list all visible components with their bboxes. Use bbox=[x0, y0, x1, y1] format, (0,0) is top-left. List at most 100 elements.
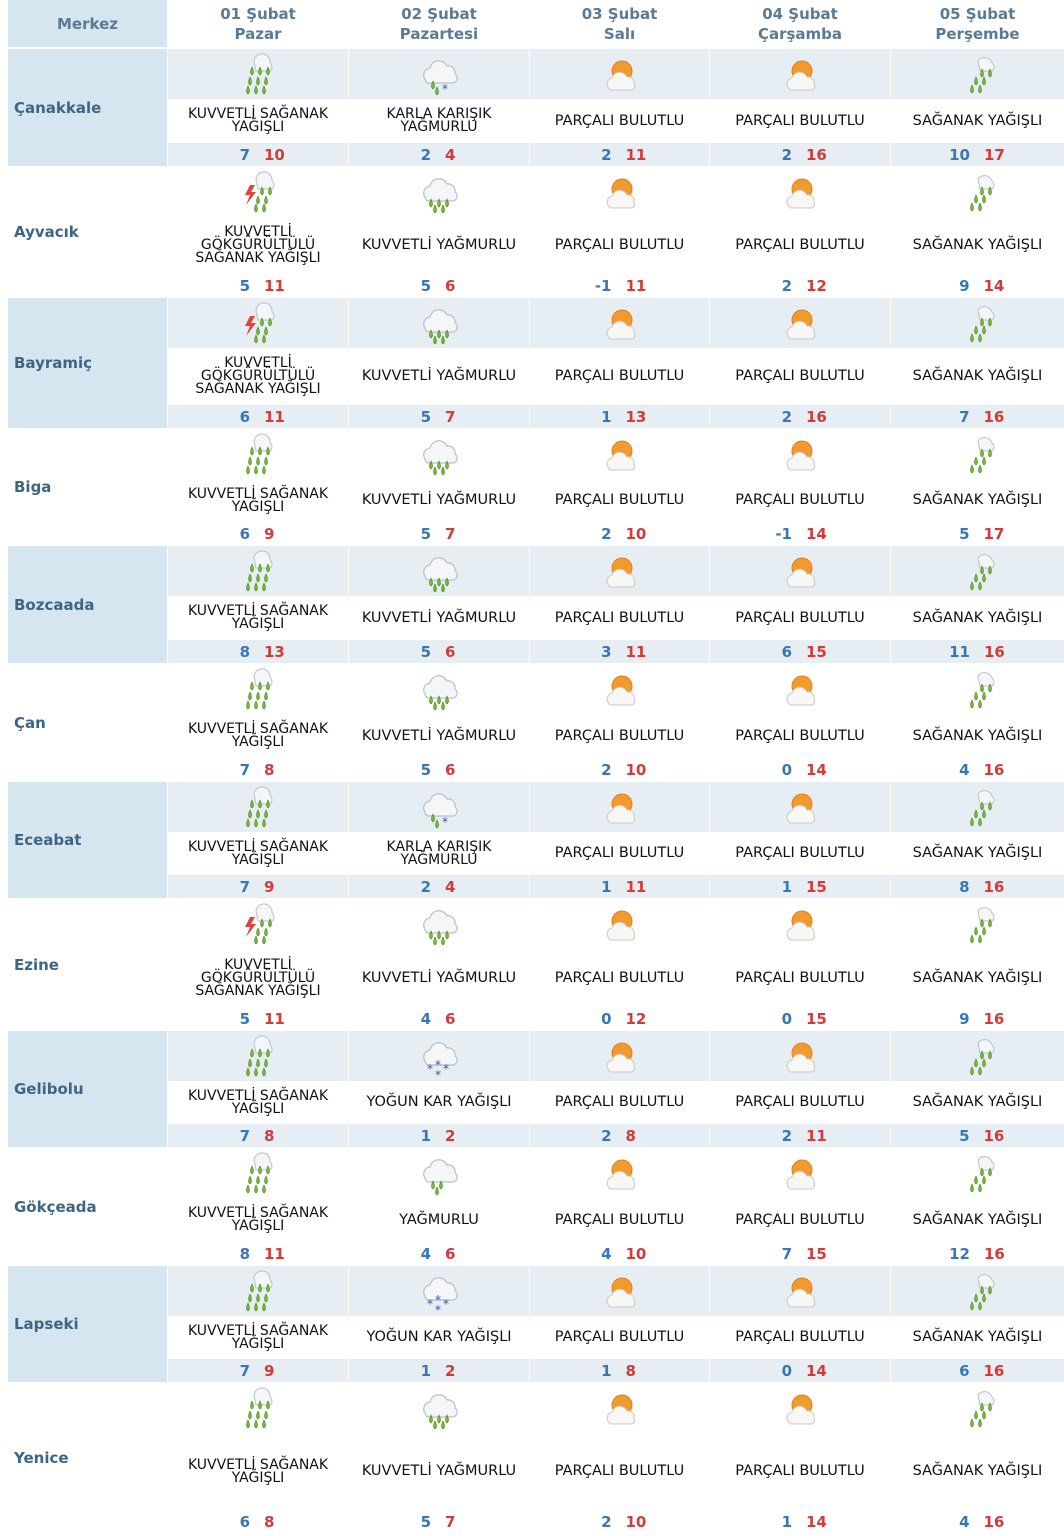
partly-cloudy-icon bbox=[598, 786, 642, 830]
description-strip: KUVVETLİ SAĞANAK YAĞIŞLI bbox=[168, 715, 348, 757]
temperature-strip: 5 11 bbox=[168, 1007, 348, 1030]
icon-strip bbox=[710, 1031, 890, 1081]
min-temperature: 2 bbox=[601, 1512, 612, 1531]
icon-strip bbox=[168, 429, 348, 479]
temperature-strip: 2 10 bbox=[530, 522, 709, 545]
city-name[interactable]: Ezine bbox=[14, 955, 59, 974]
temperature-strip: 2 10 bbox=[530, 1510, 709, 1533]
description-strip: SAĞANAK YAĞIŞLI bbox=[891, 218, 1064, 273]
city-name[interactable]: Gökçeada bbox=[14, 1197, 97, 1216]
icon-strip: * bbox=[349, 49, 529, 99]
icon-strip bbox=[168, 1031, 348, 1081]
description-strip: YOĞUN KAR YAĞIŞLI bbox=[349, 1082, 529, 1123]
forecast-cell: * * * * YOĞUN KAR YAĞIŞLI 1 2 bbox=[349, 1031, 529, 1147]
description-strip: KUVVETLİ YAĞMURLU bbox=[349, 218, 529, 273]
max-temperature: 7 bbox=[445, 1512, 456, 1531]
description-strip: KARLA KARIŞIK YAĞMURLU bbox=[349, 833, 529, 874]
temperature-strip: 3 11 bbox=[530, 640, 709, 663]
weather-description: PARÇALI BULUTLU bbox=[554, 609, 685, 626]
weather-description: KARLA KARIŞIK YAĞMURLU bbox=[386, 106, 492, 135]
min-temperature: 1 bbox=[420, 1126, 431, 1145]
city-name[interactable]: Bayramiç bbox=[8, 298, 167, 428]
max-temperature: 6 bbox=[445, 642, 456, 661]
forecast-cell: PARÇALI BULUTLU 2 11 bbox=[710, 1031, 890, 1147]
min-temperature: 5 bbox=[420, 407, 431, 426]
icon-strip bbox=[530, 664, 709, 714]
max-temperature: 7 bbox=[445, 524, 456, 543]
forecast-cell: PARÇALI BULUTLU 7 15 bbox=[710, 1148, 890, 1265]
temperature-strip: 5 17 bbox=[891, 522, 1064, 545]
description-strip: PARÇALI BULUTLU bbox=[530, 950, 709, 1006]
city-name[interactable]: Çanakkale bbox=[8, 49, 167, 166]
max-temperature: 6 bbox=[445, 760, 456, 779]
thunder-shower-icon bbox=[236, 903, 280, 947]
city-name[interactable]: Ayvacık bbox=[14, 223, 79, 241]
weather-description: SAĞANAK YAĞIŞLI bbox=[912, 845, 1043, 861]
city-name[interactable]: Lapseki bbox=[8, 1266, 167, 1382]
forecast-cell: PARÇALI BULUTLU 3 11 bbox=[530, 546, 709, 663]
description-strip: KUVVETLİ YAĞMURLU bbox=[349, 480, 529, 521]
max-temperature: 10 bbox=[625, 1512, 647, 1531]
forecast-cell: PARÇALI BULUTLU 1 14 bbox=[710, 1383, 890, 1533]
weather-description: SAĞANAK YAĞIŞLI bbox=[912, 1329, 1043, 1345]
max-temperature: 10 bbox=[264, 145, 285, 164]
min-temperature: 12 bbox=[949, 1244, 970, 1263]
max-temperature: 14 bbox=[983, 276, 1005, 295]
partly-cloudy-icon bbox=[598, 171, 642, 215]
weather-description: SAĞANAK YAĞIŞLI bbox=[912, 969, 1043, 986]
max-temperature: 14 bbox=[806, 1512, 827, 1531]
min-temperature: 7 bbox=[239, 760, 250, 779]
temperature-strip: 7 16 bbox=[891, 405, 1064, 428]
min-temperature: 0 bbox=[781, 1009, 792, 1028]
city-name[interactable]: Yenice bbox=[14, 1449, 69, 1467]
forecast-cell: PARÇALI BULUTLU 0 14 bbox=[710, 1266, 890, 1382]
temperature-strip: 1 15 bbox=[710, 875, 890, 898]
icon-strip bbox=[349, 167, 529, 217]
weather-description: SAĞANAK YAĞIŞLI bbox=[912, 368, 1043, 384]
min-temperature: 0 bbox=[781, 760, 792, 779]
forecast-cell: KUVVETLİ YAĞMURLU 5 6 bbox=[349, 167, 529, 297]
partly-cloudy-icon bbox=[598, 1387, 642, 1431]
forecast-cell: SAĞANAK YAĞIŞLI 5 16 bbox=[891, 1031, 1064, 1147]
description-strip: PARÇALI BULUTLU bbox=[530, 480, 709, 521]
svg-text:*: * bbox=[443, 1297, 449, 1311]
city-name[interactable]: Biga bbox=[14, 478, 52, 496]
max-temperature: 11 bbox=[806, 1126, 827, 1145]
heavy-shower-icon bbox=[236, 433, 280, 477]
city-name[interactable]: Gelibolu bbox=[8, 1031, 167, 1147]
icon-strip bbox=[710, 167, 890, 217]
icon-strip bbox=[349, 1148, 529, 1198]
max-temperature: 11 bbox=[625, 877, 647, 896]
forecast-cell: PARÇALI BULUTLU 4 10 bbox=[530, 1148, 709, 1265]
weather-description: KUVVETLİ YAĞMURLU bbox=[361, 368, 517, 384]
forecast-cell: SAĞANAK YAĞIŞLI 6 16 bbox=[891, 1266, 1064, 1382]
weather-description: KUVVETLİ YAĞMURLU bbox=[361, 609, 517, 626]
min-temperature: 1 bbox=[601, 407, 612, 426]
svg-text:*: * bbox=[435, 1303, 441, 1314]
temperature-strip: 8 16 bbox=[891, 875, 1064, 898]
description-strip: PARÇALI BULUTLU bbox=[710, 1082, 890, 1123]
temperature-strip: 1 13 bbox=[530, 405, 709, 428]
icon-strip bbox=[530, 1383, 709, 1433]
header-day-3: 03 Şubat Salı bbox=[530, 0, 709, 47]
min-temperature: 2 bbox=[601, 524, 612, 543]
header-day-date: 04 Şubat bbox=[762, 4, 838, 23]
city-name[interactable]: Eceabat bbox=[8, 782, 167, 898]
weather-description: KUVVETLİ SAĞANAK YAĞIŞLI bbox=[187, 838, 329, 868]
icon-strip bbox=[168, 899, 348, 949]
icon-strip bbox=[530, 49, 709, 99]
min-temperature: 6 bbox=[781, 642, 792, 661]
temperature-strip: 2 10 bbox=[530, 758, 709, 781]
city-name[interactable]: Bozcaada bbox=[8, 546, 167, 663]
forecast-cell: SAĞANAK YAĞIŞLI 9 16 bbox=[891, 899, 1064, 1030]
city-name[interactable]: Çan bbox=[14, 713, 46, 732]
weather-description: PARÇALI BULUTLU bbox=[554, 969, 685, 986]
weather-description: PARÇALI BULUTLU bbox=[735, 1094, 865, 1110]
heavy-rain-icon bbox=[417, 171, 461, 215]
icon-strip: * bbox=[349, 782, 529, 832]
